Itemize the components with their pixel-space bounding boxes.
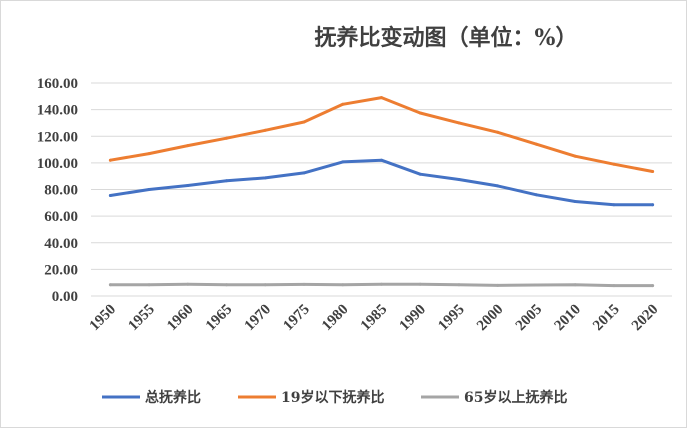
- data-point: [341, 160, 345, 164]
- data-point: [651, 284, 655, 288]
- data-point: [534, 142, 538, 146]
- data-point: [263, 283, 267, 287]
- data-point: [418, 111, 422, 115]
- x-tick-label: 2010: [551, 302, 584, 335]
- data-point: [225, 179, 229, 183]
- y-tick-label: 160.00: [37, 76, 78, 92]
- legend-item: 总抚养比: [102, 389, 201, 406]
- data-point: [225, 136, 229, 140]
- data-point: [496, 184, 500, 188]
- legend-item: 19岁以下抚养比: [238, 389, 384, 406]
- x-tick-label: 1995: [435, 302, 468, 335]
- data-point: [380, 158, 383, 162]
- data-point: [341, 102, 345, 106]
- data-point: [612, 203, 616, 207]
- data-point: [186, 144, 190, 148]
- x-tick-label: 2015: [590, 302, 623, 335]
- chart-title: 抚养比变动图（单位：%）: [315, 25, 578, 51]
- data-point: [534, 283, 538, 287]
- data-point: [534, 193, 538, 197]
- data-point: [108, 194, 112, 197]
- data-point: [612, 162, 616, 166]
- x-axis-ticks: 1950 1955 1960 1965 1970 1975 1980 1985 1990 1995…: [87, 302, 662, 335]
- data-point: [380, 282, 383, 286]
- x-tick-label: 2000: [474, 302, 507, 335]
- data-point: [263, 128, 267, 132]
- y-tick-label: 0.00: [52, 289, 78, 305]
- data-point: [380, 96, 383, 100]
- data-point: [457, 121, 461, 125]
- data-point: [108, 158, 112, 162]
- x-tick-label: 1970: [242, 302, 275, 335]
- y-axis-ticks: 0.00 20.00 40.00 60.00 80.00 100.00 120.00 140.…: [37, 76, 78, 305]
- x-tick-label: 1965: [203, 302, 236, 335]
- data-point: [147, 152, 151, 156]
- series-line-0: [108, 158, 655, 207]
- x-tick-label: 1960: [164, 302, 197, 335]
- series-lines: [108, 96, 655, 288]
- data-point: [302, 282, 306, 286]
- y-tick-label: 100.00: [37, 156, 78, 172]
- data-point: [573, 200, 577, 203]
- legend-label: 19岁以下抚养比: [281, 389, 384, 406]
- data-point: [225, 283, 229, 287]
- data-point: [108, 283, 112, 287]
- data-point: [573, 283, 577, 287]
- data-point: [263, 176, 267, 180]
- data-point: [418, 172, 422, 176]
- x-tick-label: 1955: [125, 302, 158, 335]
- data-point: [418, 282, 422, 286]
- y-tick-label: 140.00: [37, 103, 78, 119]
- data-point: [496, 130, 500, 134]
- data-point: [651, 203, 655, 207]
- legend-item: 65岁以上抚养比: [421, 389, 567, 406]
- data-point: [302, 171, 306, 175]
- data-point: [573, 154, 577, 158]
- y-tick-label: 120.00: [37, 129, 78, 145]
- x-tick-label: 1985: [358, 302, 391, 335]
- data-point: [457, 178, 461, 181]
- data-point: [186, 282, 190, 286]
- data-point: [186, 184, 190, 187]
- data-point: [341, 283, 345, 287]
- legend-label: 总抚养比: [145, 389, 201, 406]
- data-point: [496, 283, 500, 287]
- gridlines: [91, 82, 672, 297]
- y-tick-label: 60.00: [44, 209, 78, 225]
- x-tick-label: 2020: [629, 302, 662, 335]
- y-tick-label: 80.00: [44, 183, 78, 199]
- legend: 总抚养比 19岁以下抚养比 65岁以上抚养比: [102, 389, 567, 406]
- data-point: [147, 283, 151, 287]
- data-point: [651, 170, 655, 173]
- x-tick-label: 1990: [397, 302, 430, 335]
- legend-label: 65岁以上抚养比: [464, 389, 567, 406]
- x-tick-label: 2005: [513, 302, 546, 335]
- data-point: [457, 283, 461, 287]
- data-point: [302, 120, 306, 124]
- x-tick-label: 1980: [319, 302, 352, 335]
- x-tick-label: 1975: [280, 302, 313, 335]
- data-point: [612, 284, 616, 288]
- x-tick-label: 1950: [87, 302, 120, 335]
- data-point: [147, 188, 151, 191]
- y-tick-label: 20.00: [44, 262, 78, 278]
- y-tick-label: 40.00: [44, 236, 78, 252]
